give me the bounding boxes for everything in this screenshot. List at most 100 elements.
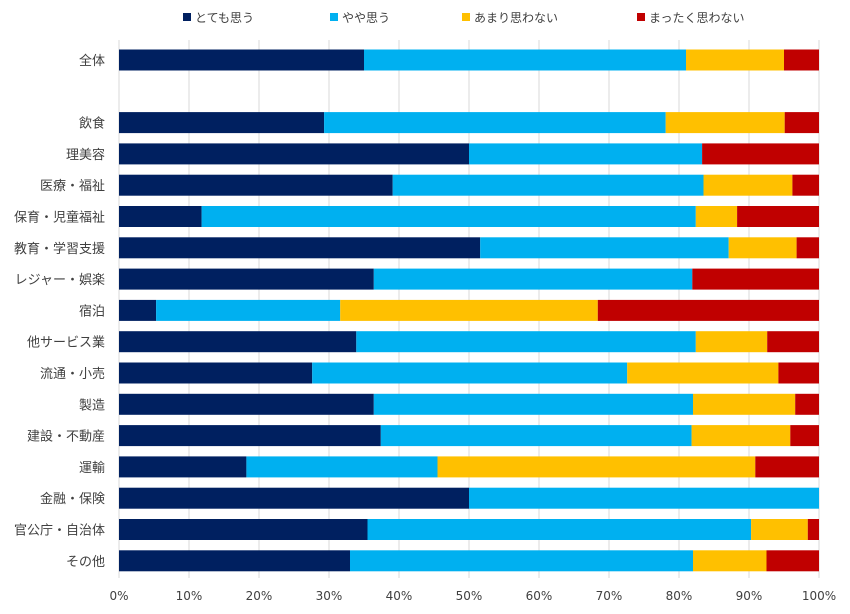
legend: とても思う やや思う あまり思わない まったく思わない [183, 11, 745, 25]
bar-segment [795, 393, 819, 415]
legend-label: まったく思わない [649, 11, 745, 25]
bar-segment [392, 174, 704, 196]
bar-segment [156, 299, 341, 321]
legend-label: やや思う [342, 11, 390, 25]
bar-segment [373, 393, 693, 415]
legend-swatch [330, 13, 338, 21]
x-tick-label: 70% [596, 589, 623, 603]
bar-segment [702, 143, 819, 165]
bar-segment [119, 206, 202, 227]
bar-segment [766, 550, 819, 572]
bar-segment [686, 49, 784, 71]
bar-segment [119, 49, 364, 71]
bar-segment [695, 206, 738, 227]
bar-segment [778, 362, 819, 384]
bar-segment [373, 268, 693, 290]
legend-swatch [637, 13, 645, 21]
x-tick-label: 0% [109, 589, 128, 603]
bar-segment [324, 112, 666, 134]
category-labels: 全体飲食理美容医療・福祉保育・児童福祉教育・学習支援レジャー・娯楽宿泊他サービス… [14, 53, 105, 570]
category-label: 官公庁・自治体 [14, 523, 105, 539]
bar-segment [703, 174, 793, 196]
x-tick-label: 50% [456, 589, 483, 603]
bar-segment [119, 331, 357, 353]
bar-segment [119, 237, 481, 259]
bar-segment [796, 237, 819, 259]
bar-segment [340, 299, 598, 321]
category-label: 保育・児童福祉 [14, 210, 105, 226]
x-tick-label: 80% [666, 589, 693, 603]
bar-segment [119, 425, 381, 447]
bar-segment [119, 393, 374, 415]
bar-segment [469, 487, 819, 509]
bar-segment [119, 143, 469, 165]
bar-segment [665, 112, 785, 134]
x-tick-label: 30% [316, 589, 343, 603]
x-tick-label: 90% [736, 589, 763, 603]
bar-segment [737, 206, 819, 227]
x-tick-label: 100% [802, 589, 836, 603]
category-label: 全体 [79, 53, 105, 69]
bar-segment [312, 362, 628, 384]
bar-segment [119, 268, 374, 290]
bar-segment [246, 456, 438, 478]
category-label: 金融・保険 [40, 491, 105, 507]
bar-segment [807, 519, 819, 540]
bar-segment [693, 550, 767, 572]
bar-segment [437, 456, 756, 478]
bar-segment [201, 206, 696, 227]
bar-segment [790, 425, 819, 447]
bar-segment [367, 519, 752, 540]
category-label: 宿泊 [79, 303, 105, 319]
bar-segment [755, 456, 819, 478]
legend-label: あまり思わない [474, 11, 558, 25]
x-tick-label: 60% [526, 589, 553, 603]
bar-segment [480, 237, 729, 259]
category-label: 運輸 [79, 461, 105, 476]
bar-segment [350, 550, 693, 572]
x-tick-label: 20% [246, 589, 273, 603]
x-axis-tick-labels: 0% 10% 20% 30% 40% 50% 60% 70% 80% 90% 100% [109, 589, 836, 603]
category-label: 医療・福祉 [40, 179, 105, 194]
category-label: 理美容 [66, 147, 105, 163]
category-label: 他サービス業 [27, 335, 105, 351]
legend-swatch [462, 13, 470, 21]
bar-segment [469, 143, 703, 165]
bar-segment [792, 174, 819, 196]
category-label: 飲食 [79, 116, 105, 132]
bar-segment [692, 268, 819, 290]
category-label: レジャー・娯楽 [15, 272, 105, 288]
legend-label: とても思う [195, 11, 254, 25]
category-label: 教育・学習支援 [14, 241, 105, 257]
x-tick-label: 40% [386, 589, 413, 603]
bar-segment [693, 393, 796, 415]
category-label: 流通・小売 [40, 366, 105, 382]
bar-segment [380, 425, 692, 447]
bar-segment [119, 112, 325, 134]
bar-segment [695, 331, 768, 353]
bar-segment [627, 362, 779, 384]
bar-segment [728, 237, 797, 259]
legend-swatch [183, 13, 191, 21]
bar-segment [119, 299, 157, 321]
bar-segment [119, 362, 313, 384]
x-tick-label: 10% [176, 589, 203, 603]
bar-segment [751, 519, 808, 540]
bar-segment [356, 331, 696, 353]
bar-segment [119, 550, 350, 572]
bar-segment [119, 519, 368, 540]
bar-segment [364, 49, 686, 71]
bar-segment [784, 49, 819, 71]
category-label: 製造 [79, 398, 105, 413]
bars [119, 49, 819, 572]
bar-segment [767, 331, 819, 353]
bar-segment [119, 174, 393, 196]
category-label: その他 [66, 555, 105, 570]
category-label: 建設・不動産 [27, 429, 105, 445]
bar-segment [119, 487, 469, 509]
bar-segment [691, 425, 791, 447]
bar-segment [597, 299, 819, 321]
bar-segment [784, 112, 819, 134]
bar-segment [119, 456, 247, 478]
